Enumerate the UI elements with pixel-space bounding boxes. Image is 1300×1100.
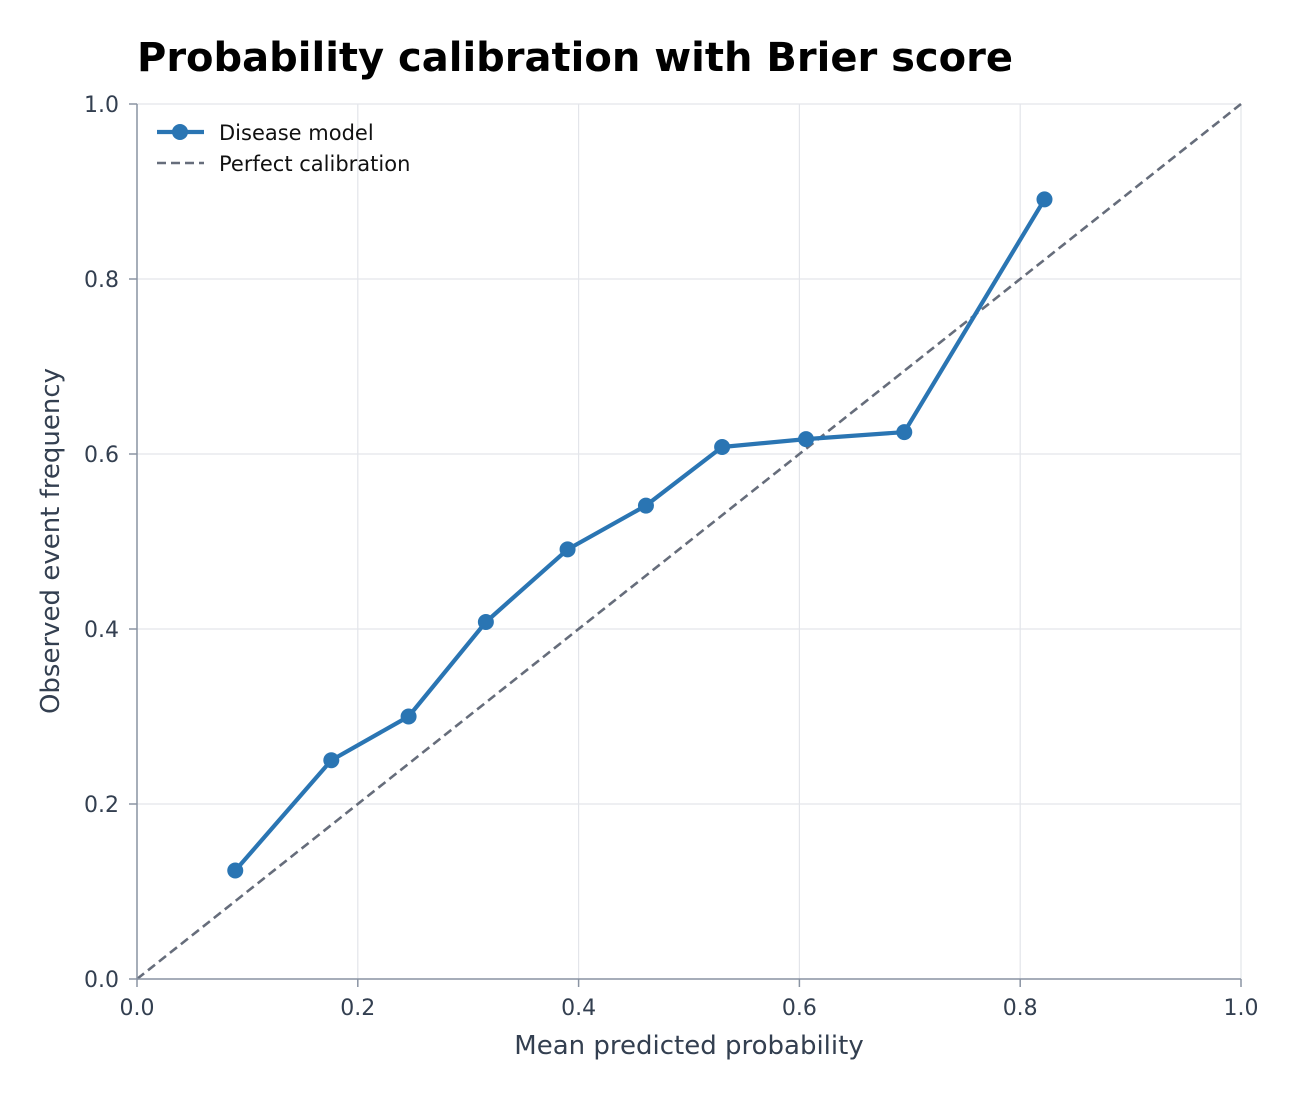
series-line-0 xyxy=(233,198,1047,872)
legend-label-0: Disease model xyxy=(219,121,374,145)
x-tick-label: 0.8 xyxy=(1003,996,1038,1021)
legend: Disease model Perfect calibration xyxy=(157,121,410,176)
y-tick-label: 1.0 xyxy=(84,93,119,118)
data-point xyxy=(798,431,815,448)
y-tick-label: 0.0 xyxy=(84,968,119,993)
y-tick-label: 0.6 xyxy=(84,443,119,468)
data-point xyxy=(227,862,244,879)
series-line-1 xyxy=(136,102,1242,981)
y-axis-label: Observed event frequency xyxy=(36,368,66,714)
data-point xyxy=(400,708,417,725)
data-point xyxy=(477,614,494,630)
plot-area xyxy=(136,102,1242,981)
x-tick-label: 0.0 xyxy=(120,996,155,1021)
data-point xyxy=(714,439,731,455)
chart-title: Probability calibration with Brier score xyxy=(137,35,1013,81)
legend-label-1: Perfect calibration xyxy=(219,152,410,176)
y-tick-label: 0.8 xyxy=(84,268,119,293)
x-tick-label: 0.6 xyxy=(782,996,817,1021)
axes: 0.0 0.2 0.4 0.6 0.8 1.0 0.0 0.2 0.4 0.6 0.8 1.0 xyxy=(84,93,1259,1021)
data-point xyxy=(637,497,654,514)
data-point xyxy=(323,752,340,769)
y-tick-label: 0.4 xyxy=(84,618,119,643)
legend-marker-0 xyxy=(172,124,188,140)
x-tick-label: 0.4 xyxy=(561,996,596,1021)
x-tick-label: 1.0 xyxy=(1224,996,1259,1021)
data-point xyxy=(1036,191,1053,208)
x-tick-label: 0.2 xyxy=(340,996,375,1021)
data-point xyxy=(896,424,913,441)
y-tick-label: 0.2 xyxy=(84,793,119,818)
x-axis-label: Mean predicted probability xyxy=(514,1031,863,1061)
data-point xyxy=(559,541,576,558)
